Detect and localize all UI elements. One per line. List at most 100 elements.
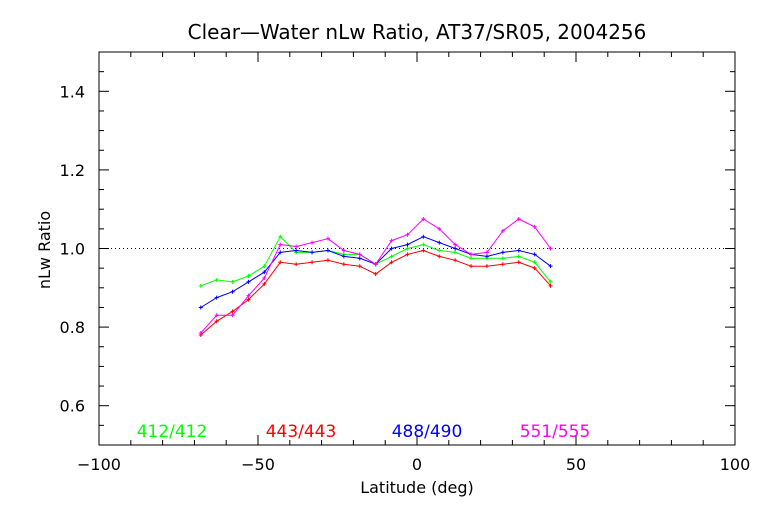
data-point [484,264,489,269]
data-point [421,217,426,222]
data-point [532,260,537,265]
data-point [246,297,251,302]
data-point [214,295,219,300]
legend-entry: 412/412 [137,422,208,442]
data-point [357,264,362,269]
y-tick-label: 1.4 [60,82,85,101]
data-point [389,260,394,265]
data-point [548,264,553,269]
legend: 412/412 443/443 488/490 551/555 [137,422,591,442]
data-point [421,242,426,247]
data-point [278,260,283,265]
data-point [325,248,330,253]
data-point [341,262,346,267]
data-point [405,246,410,251]
x-axis-label: Latitude (deg) [360,478,474,497]
data-point [373,272,378,277]
data-point [310,260,315,265]
data-point [405,232,410,237]
data-point [453,258,458,263]
axis-ticks: −100 −50 0 50 100 0.6 0.8 1.0 1.2 1.4 [60,51,751,474]
data-point [198,330,203,335]
chart-title: Clear—Water nLw Ratio, AT37/SR05, 200425… [188,20,647,44]
data-point [341,254,346,259]
data-point [437,240,442,245]
data-point [230,313,235,318]
data-point [310,240,315,245]
data-point [214,319,219,324]
data-point [357,256,362,261]
data-point [484,250,489,255]
y-tick-label: 0.6 [60,397,85,416]
data-point [548,283,553,288]
data-point [405,242,410,247]
y-tick-label: 0.8 [60,318,85,337]
data-point [246,274,251,279]
data-point [421,248,426,253]
legend-entry: 488/490 [392,422,463,442]
data-point [294,262,299,267]
data-point [246,293,251,298]
data-point [548,279,553,284]
data-point [437,226,442,231]
data-point [500,228,505,233]
data-point [325,236,330,241]
data-point [230,309,235,314]
data-point [500,250,505,255]
data-point [278,242,283,247]
data-point [405,252,410,257]
data-point [469,256,474,261]
data-point [516,248,521,253]
data-point [469,252,474,257]
data-point [310,250,315,255]
data-point [421,234,426,239]
y-tick-label: 1.0 [60,240,85,259]
data-point [532,224,537,229]
data-point [262,281,267,286]
data-point [198,283,203,288]
data-point [437,248,442,253]
data-point [278,234,283,239]
data-point [500,262,505,267]
data-point [262,275,267,280]
x-tick-label: 100 [720,455,751,474]
data-point [373,262,378,267]
data-point [389,238,394,243]
data-point [453,242,458,247]
data-point [532,252,537,257]
series-group [198,217,553,337]
data-point [516,254,521,259]
data-point [341,248,346,253]
series-443-443 [198,248,553,337]
y-tick-label: 1.2 [60,161,85,180]
x-tick-label: 0 [412,455,422,474]
x-tick-label: −100 [77,455,121,474]
data-point [230,279,235,284]
data-point [389,254,394,259]
data-point [278,250,283,255]
data-point [294,244,299,249]
data-point [532,266,537,271]
y-axis-label: nLw Ratio [35,211,54,289]
data-point [516,260,521,265]
data-point [357,252,362,257]
x-tick-label: −50 [241,455,275,474]
data-point [230,289,235,294]
data-point [262,270,267,275]
data-point [453,246,458,251]
data-point [262,264,267,269]
legend-entry: 551/555 [520,422,591,442]
data-point [453,250,458,255]
data-point [437,254,442,259]
data-point [325,258,330,263]
data-point [214,313,219,318]
legend-entry: 443/443 [266,422,337,442]
data-point [198,305,203,310]
data-point [484,254,489,259]
data-point [246,279,251,284]
series-551-555 [198,217,553,335]
data-point [516,217,521,222]
data-point [548,246,553,251]
data-point [389,246,394,251]
